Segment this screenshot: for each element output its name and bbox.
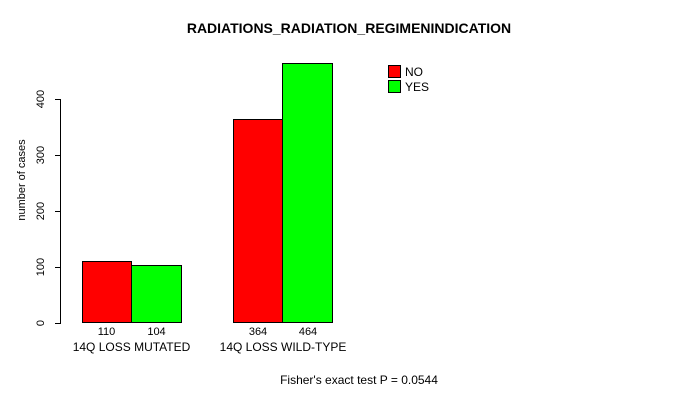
- footer-note: Fisher's exact test P = 0.0544: [280, 373, 438, 387]
- bar-value-label: 464: [298, 326, 318, 338]
- y-axis-tick: [55, 155, 61, 156]
- bar-value-label: 104: [147, 326, 166, 338]
- y-axis-tick-label: 100: [35, 257, 47, 277]
- bar-value-label: 110: [97, 326, 116, 338]
- y-axis-tick: [55, 323, 61, 324]
- y-axis-tick: [55, 211, 61, 212]
- legend-swatch-yes: [388, 80, 401, 93]
- y-axis-tick: [55, 99, 61, 100]
- legend-label: YES: [405, 79, 430, 94]
- category-label: 14Q LOSS WILD-TYPE: [219, 340, 347, 354]
- legend: NO YES: [388, 64, 429, 94]
- chart-title: RADIATIONS_RADIATION_REGIMENINDICATION: [186, 20, 512, 36]
- legend-item: NO: [388, 64, 429, 79]
- category-label: 14Q LOSS MUTATED: [72, 340, 191, 354]
- bar-no-group-1: [81, 261, 132, 323]
- y-axis-tick-label: 300: [35, 145, 47, 165]
- legend-label: NO: [405, 64, 423, 79]
- y-axis-label: number of cases: [16, 139, 28, 221]
- bar-yes-group-1: [130, 265, 182, 323]
- legend-item: YES: [388, 79, 429, 94]
- y-axis-tick-label: 200: [35, 201, 47, 221]
- bar-no-group-2: [233, 119, 283, 323]
- bar-value-label: 364: [248, 326, 268, 338]
- legend-swatch-no: [388, 65, 401, 78]
- y-axis-tick-label: 400: [35, 89, 47, 109]
- bar-yes-group-2: [282, 63, 333, 323]
- y-axis-tick-label: 0: [35, 319, 47, 327]
- y-axis-tick: [55, 267, 61, 268]
